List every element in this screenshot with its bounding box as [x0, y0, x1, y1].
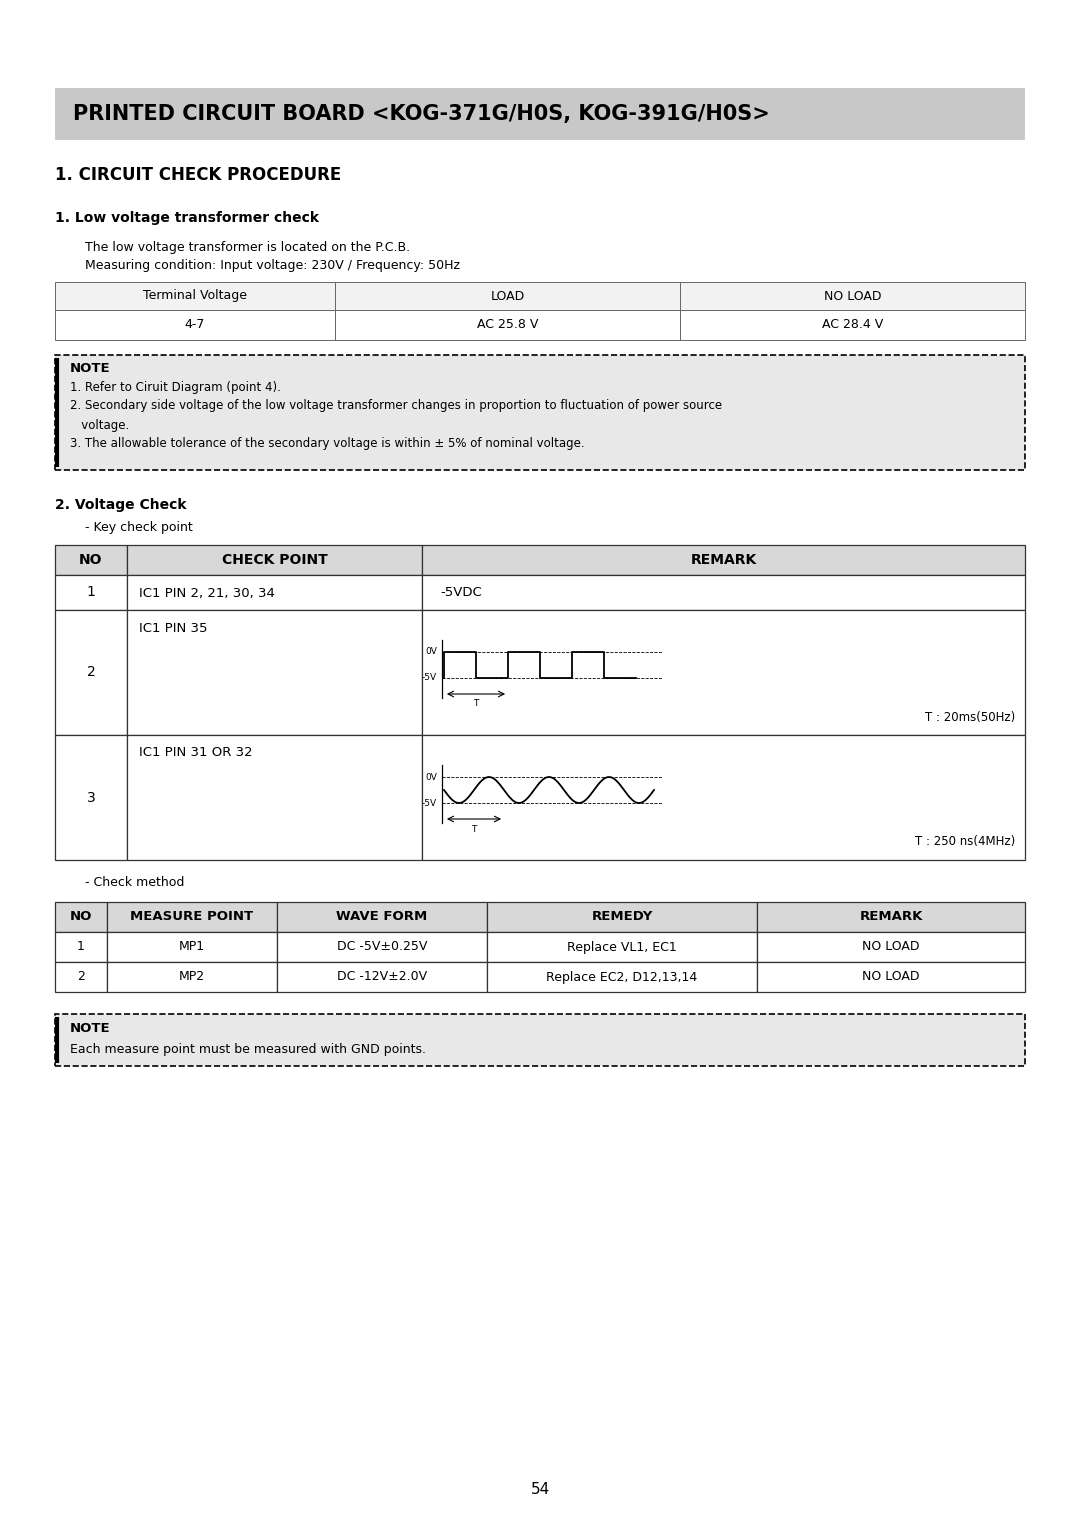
Bar [55, 354, 1025, 471]
Text: AC 25.8 V: AC 25.8 V [476, 318, 538, 332]
Text: LOAD: LOAD [490, 289, 525, 303]
Text: - Check method: - Check method [85, 876, 185, 888]
Text: The low voltage transformer is located on the P.C.B.: The low voltage transformer is located o… [85, 241, 410, 255]
Bar [55, 575, 127, 610]
Bar [127, 735, 422, 860]
Text: 1: 1 [86, 585, 95, 599]
Bar [55, 283, 335, 310]
Text: NOTE: NOTE [70, 1022, 110, 1034]
Text: IC1 PIN 31 OR 32: IC1 PIN 31 OR 32 [139, 747, 253, 759]
Bar [757, 932, 1025, 963]
Text: -5V: -5V [422, 799, 437, 807]
Bar [107, 902, 276, 932]
Text: CHECK POINT: CHECK POINT [221, 553, 327, 567]
Text: T : 250 ns(4MHz): T : 250 ns(4MHz) [915, 836, 1015, 848]
Text: REMEDY: REMEDY [592, 911, 652, 923]
Text: 2: 2 [86, 666, 95, 680]
Text: WAVE FORM: WAVE FORM [336, 911, 428, 923]
Bar [55, 354, 1025, 471]
Bar [55, 735, 127, 860]
Text: NO LOAD: NO LOAD [862, 970, 920, 984]
Bar [276, 902, 487, 932]
Text: 1. CIRCUIT CHECK PROCEDURE: 1. CIRCUIT CHECK PROCEDURE [55, 167, 341, 183]
Bar [55, 902, 107, 932]
Text: DC -12V±2.0V: DC -12V±2.0V [337, 970, 427, 984]
Text: NO LOAD: NO LOAD [824, 289, 881, 303]
Text: T : 20ms(50Hz): T : 20ms(50Hz) [924, 711, 1015, 723]
Text: 0V: 0V [426, 648, 437, 657]
Text: 0V: 0V [426, 773, 437, 781]
Bar [55, 89, 1025, 141]
Text: PRINTED CIRCUIT BOARD <KOG-371G/H0S, KOG-391G/H0S>: PRINTED CIRCUIT BOARD <KOG-371G/H0S, KOG… [73, 104, 770, 124]
Text: 1. Refer to Ciruit Diagram (point 4).: 1. Refer to Ciruit Diagram (point 4). [70, 380, 281, 394]
Text: IC1 PIN 2, 21, 30, 34: IC1 PIN 2, 21, 30, 34 [139, 587, 275, 599]
Text: Measuring condition: Input voltage: 230V / Frequency: 50Hz: Measuring condition: Input voltage: 230V… [85, 258, 460, 272]
Bar [127, 575, 422, 610]
Bar [487, 932, 757, 963]
Text: REMARK: REMARK [860, 911, 922, 923]
Text: -5VDC: -5VDC [440, 587, 482, 599]
Text: 2. Secondary side voltage of the low voltage transformer changes in proportion t: 2. Secondary side voltage of the low vol… [70, 399, 723, 413]
Text: 2. Voltage Check: 2. Voltage Check [55, 498, 187, 512]
Bar [55, 932, 107, 963]
Text: NO LOAD: NO LOAD [862, 941, 920, 953]
Text: T: T [471, 825, 476, 833]
Text: DC -5V±0.25V: DC -5V±0.25V [337, 941, 428, 953]
Bar [55, 1015, 1025, 1067]
Text: NO: NO [79, 553, 103, 567]
Bar [55, 545, 127, 575]
Bar [422, 545, 1025, 575]
Text: MEASURE POINT: MEASURE POINT [131, 911, 254, 923]
Bar [757, 902, 1025, 932]
Text: NOTE: NOTE [70, 362, 110, 376]
Bar [55, 963, 107, 992]
Text: AC 28.4 V: AC 28.4 V [822, 318, 883, 332]
Text: 1. Low voltage transformer check: 1. Low voltage transformer check [55, 211, 319, 225]
Bar [757, 963, 1025, 992]
Bar [422, 610, 1025, 735]
Bar [335, 310, 680, 341]
Bar [276, 963, 487, 992]
Text: MP2: MP2 [179, 970, 205, 984]
Text: 1: 1 [77, 941, 85, 953]
Text: 3. The allowable tolerance of the secondary voltage is within ± 5% of nominal vo: 3. The allowable tolerance of the second… [70, 437, 584, 451]
Bar [680, 283, 1025, 310]
Bar [127, 610, 422, 735]
Text: Replace EC2, D12,13,14: Replace EC2, D12,13,14 [546, 970, 698, 984]
Text: MP1: MP1 [179, 941, 205, 953]
Text: REMARK: REMARK [690, 553, 757, 567]
Bar [487, 963, 757, 992]
Bar [107, 963, 276, 992]
Bar [680, 310, 1025, 341]
Text: voltage.: voltage. [70, 419, 130, 431]
Text: Replace VL1, EC1: Replace VL1, EC1 [567, 941, 677, 953]
Bar [276, 932, 487, 963]
Text: 2: 2 [77, 970, 85, 984]
Bar [55, 310, 335, 341]
Bar [335, 283, 680, 310]
Text: NO: NO [70, 911, 92, 923]
Bar [422, 575, 1025, 610]
Text: Terminal Voltage: Terminal Voltage [143, 289, 247, 303]
Bar [127, 545, 422, 575]
Bar [487, 902, 757, 932]
Text: IC1 PIN 35: IC1 PIN 35 [139, 622, 207, 634]
Bar [55, 1015, 1025, 1067]
Bar [422, 735, 1025, 860]
Text: -5V: -5V [422, 674, 437, 683]
Bar [55, 610, 127, 735]
Text: - Key check point: - Key check point [85, 521, 192, 535]
Text: Each measure point must be measured with GND points.: Each measure point must be measured with… [70, 1042, 426, 1056]
Text: 54: 54 [530, 1482, 550, 1497]
Text: 4-7: 4-7 [185, 318, 205, 332]
Text: 3: 3 [86, 790, 95, 805]
Text: T: T [473, 700, 478, 709]
Bar [107, 932, 276, 963]
